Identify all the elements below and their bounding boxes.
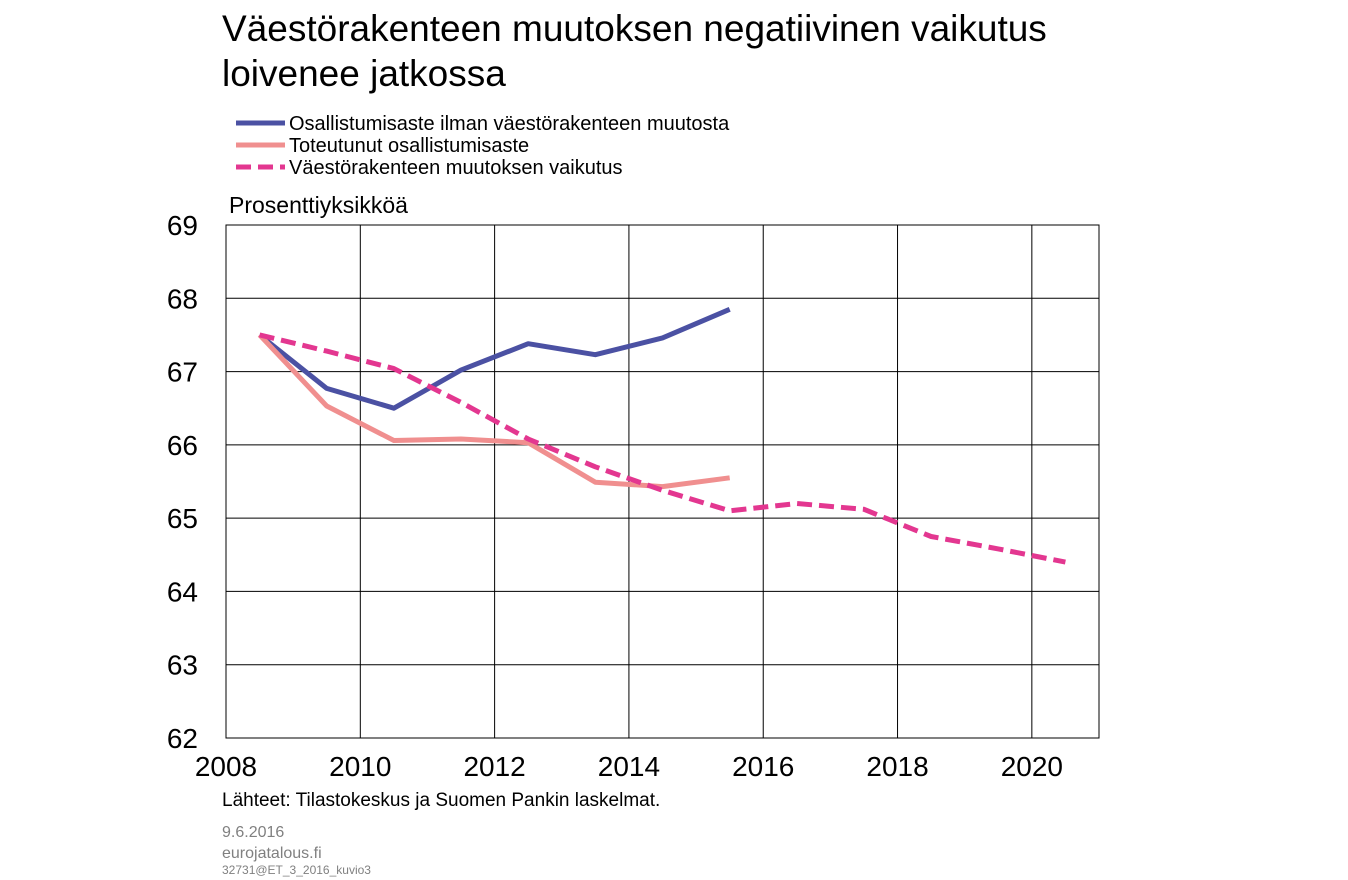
series-line-3 — [259, 332, 1066, 565]
x-tick-label-2010: 2010 — [329, 751, 391, 782]
x-tick-label-2008: 2008 — [195, 751, 257, 782]
footer-code: 32731@ET_3_2016_kuvio3 — [222, 863, 371, 877]
source-note: Lähteet: Tilastokeskus ja Suomen Pankin … — [222, 790, 660, 811]
legend-label-3: Väestörakenteen muutoksen vaikutus — [289, 157, 623, 179]
y-tick-label-68: 68 — [167, 283, 198, 314]
legend: Osallistumisaste ilman väestörakenteen m… — [236, 113, 730, 179]
legend-label-2: Toteutunut osallistumisaste — [289, 135, 529, 157]
x-tick-label-2018: 2018 — [866, 751, 928, 782]
x-tick-label-2014: 2014 — [598, 751, 660, 782]
y-tick-label-64: 64 — [167, 576, 198, 607]
footer-site: eurojatalous.fi — [222, 845, 322, 862]
chart-title-line-1: Väestörakenteen muutoksen negatiivinen v… — [222, 8, 1047, 49]
series-line-1 — [258, 306, 731, 411]
plot-frame — [225, 224, 1100, 739]
y-tick-label-69: 69 — [167, 210, 198, 241]
x-tick-label-2020: 2020 — [1001, 751, 1063, 782]
legend-item-1: Osallistumisaste ilman väestörakenteen m… — [236, 113, 730, 135]
legend-label-1: Osallistumisaste ilman väestörakenteen m… — [289, 113, 730, 135]
y-tick-label-63: 63 — [167, 650, 198, 681]
x-tick-label-2012: 2012 — [463, 751, 525, 782]
plot-background — [226, 225, 1099, 738]
y-tick-label-67: 67 — [167, 357, 198, 388]
footer-date: 9.6.2016 — [222, 824, 284, 841]
y-axis-label: Prosenttiyksikköä — [229, 192, 408, 218]
legend-item-3: Väestörakenteen muutoksen vaikutus — [236, 157, 623, 179]
y-tick-label-65: 65 — [167, 503, 198, 534]
y-tick-label-62: 62 — [167, 723, 198, 754]
legend-item-2: Toteutunut osallistumisaste — [236, 135, 529, 157]
y-tick-label-66: 66 — [167, 430, 198, 461]
chart-title-line-2: loivenee jatkossa — [222, 53, 506, 94]
x-tick-label-2016: 2016 — [732, 751, 794, 782]
plot-area: 62 63 64 65 66 67 68 69 2008 2010 2012 2014 2016 2018… — [167, 210, 1100, 782]
